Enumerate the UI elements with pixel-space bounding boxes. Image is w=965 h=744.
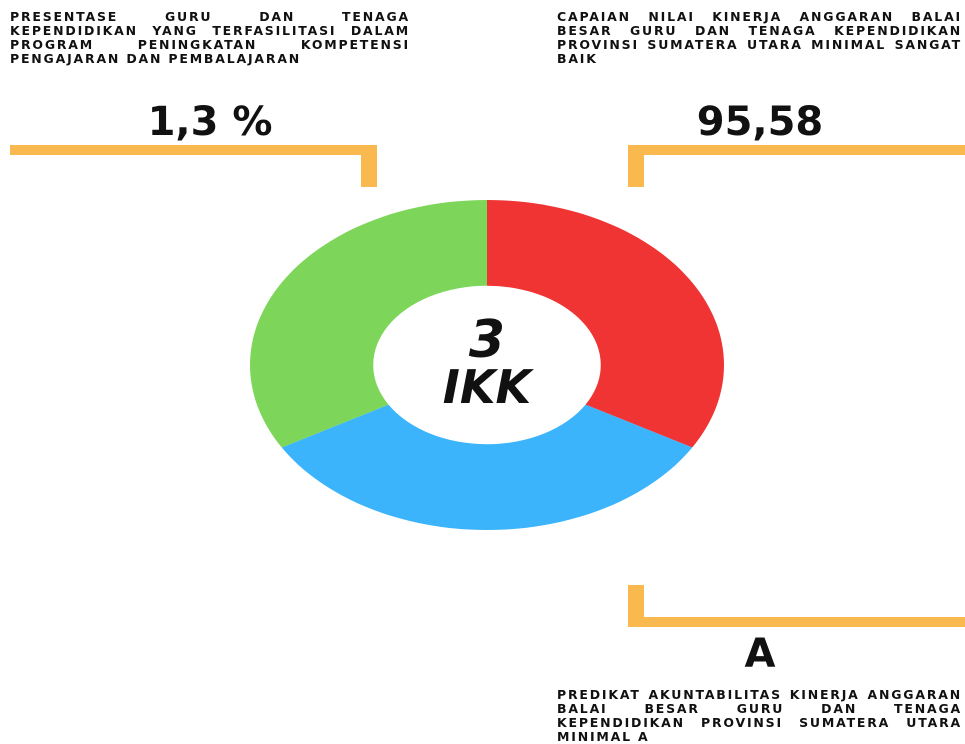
bracket-line <box>628 145 644 187</box>
indicator-description: Capaian nilai kinerja anggaran Balai Bes… <box>557 9 962 66</box>
center-number: 3 <box>468 310 506 370</box>
center-label: IKK <box>442 360 532 414</box>
donut <box>250 200 724 530</box>
bracket-line <box>628 585 644 627</box>
indicator-description: Presentase guru dan tenaga kependidikan … <box>10 9 410 66</box>
indicator-value: A <box>744 631 776 677</box>
indicator-description: Predikat akuntabilitas kinerja anggaran … <box>557 687 962 744</box>
bracket-line <box>628 617 965 627</box>
donut-segment <box>487 200 724 448</box>
bracket-line <box>628 145 965 155</box>
bracket-line <box>10 145 377 155</box>
brackets <box>10 145 965 627</box>
donut-segment <box>250 200 487 448</box>
bracket-line <box>361 145 377 187</box>
indicator-value: 1,3 % <box>147 99 273 145</box>
indicator-value: 95,58 <box>696 99 824 145</box>
donut-segment <box>281 404 693 530</box>
